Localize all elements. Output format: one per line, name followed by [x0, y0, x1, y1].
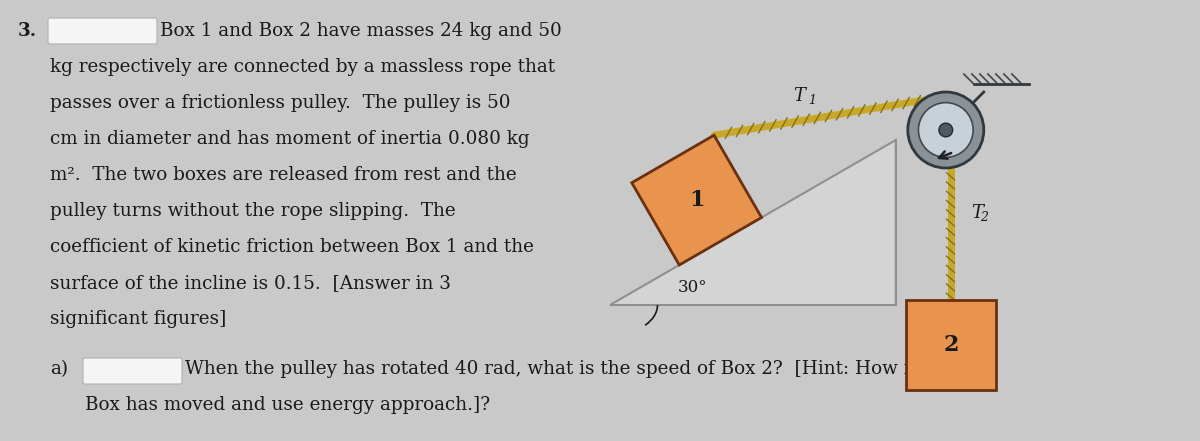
Text: pulley turns without the rope slipping.  The: pulley turns without the rope slipping. … [50, 202, 456, 220]
Text: Box has moved and use energy approach.]?: Box has moved and use energy approach.]? [85, 396, 490, 414]
Text: 2: 2 [943, 334, 959, 356]
Circle shape [918, 103, 973, 157]
Polygon shape [610, 140, 895, 305]
FancyBboxPatch shape [48, 18, 157, 44]
Text: a): a) [50, 360, 68, 378]
Text: Box 1 and Box 2 have masses 24 kg and 50: Box 1 and Box 2 have masses 24 kg and 50 [160, 22, 562, 40]
Text: When the pulley has rotated 40 rad, what is the speed of Box 2?  [Hint: How far : When the pulley has rotated 40 rad, what… [185, 360, 966, 378]
Circle shape [938, 123, 953, 137]
Text: 1: 1 [808, 94, 816, 107]
FancyBboxPatch shape [83, 358, 182, 384]
Text: passes over a frictionless pulley.  The pulley is 50: passes over a frictionless pulley. The p… [50, 94, 510, 112]
Text: cm in diameter and has moment of inertia 0.080 kg: cm in diameter and has moment of inertia… [50, 130, 529, 148]
Text: 30°: 30° [678, 279, 708, 295]
Text: coefficient of kinetic friction between Box 1 and the: coefficient of kinetic friction between … [50, 238, 534, 256]
Text: significant figures]: significant figures] [50, 310, 227, 328]
Text: surface of the incline is 0.15.  [Answer in 3: surface of the incline is 0.15. [Answer … [50, 274, 451, 292]
Text: 3.: 3. [18, 22, 37, 40]
Text: T: T [793, 87, 805, 105]
Text: m².  The two boxes are released from rest and the: m². The two boxes are released from rest… [50, 166, 517, 184]
Circle shape [907, 92, 984, 168]
Text: 1: 1 [689, 189, 704, 211]
Bar [906, 300, 996, 390]
Text: kg respectively are connected by a massless rope that: kg respectively are connected by a massl… [50, 58, 556, 76]
Polygon shape [631, 135, 762, 265]
Text: 2: 2 [980, 211, 989, 224]
Text: T: T [972, 204, 984, 222]
